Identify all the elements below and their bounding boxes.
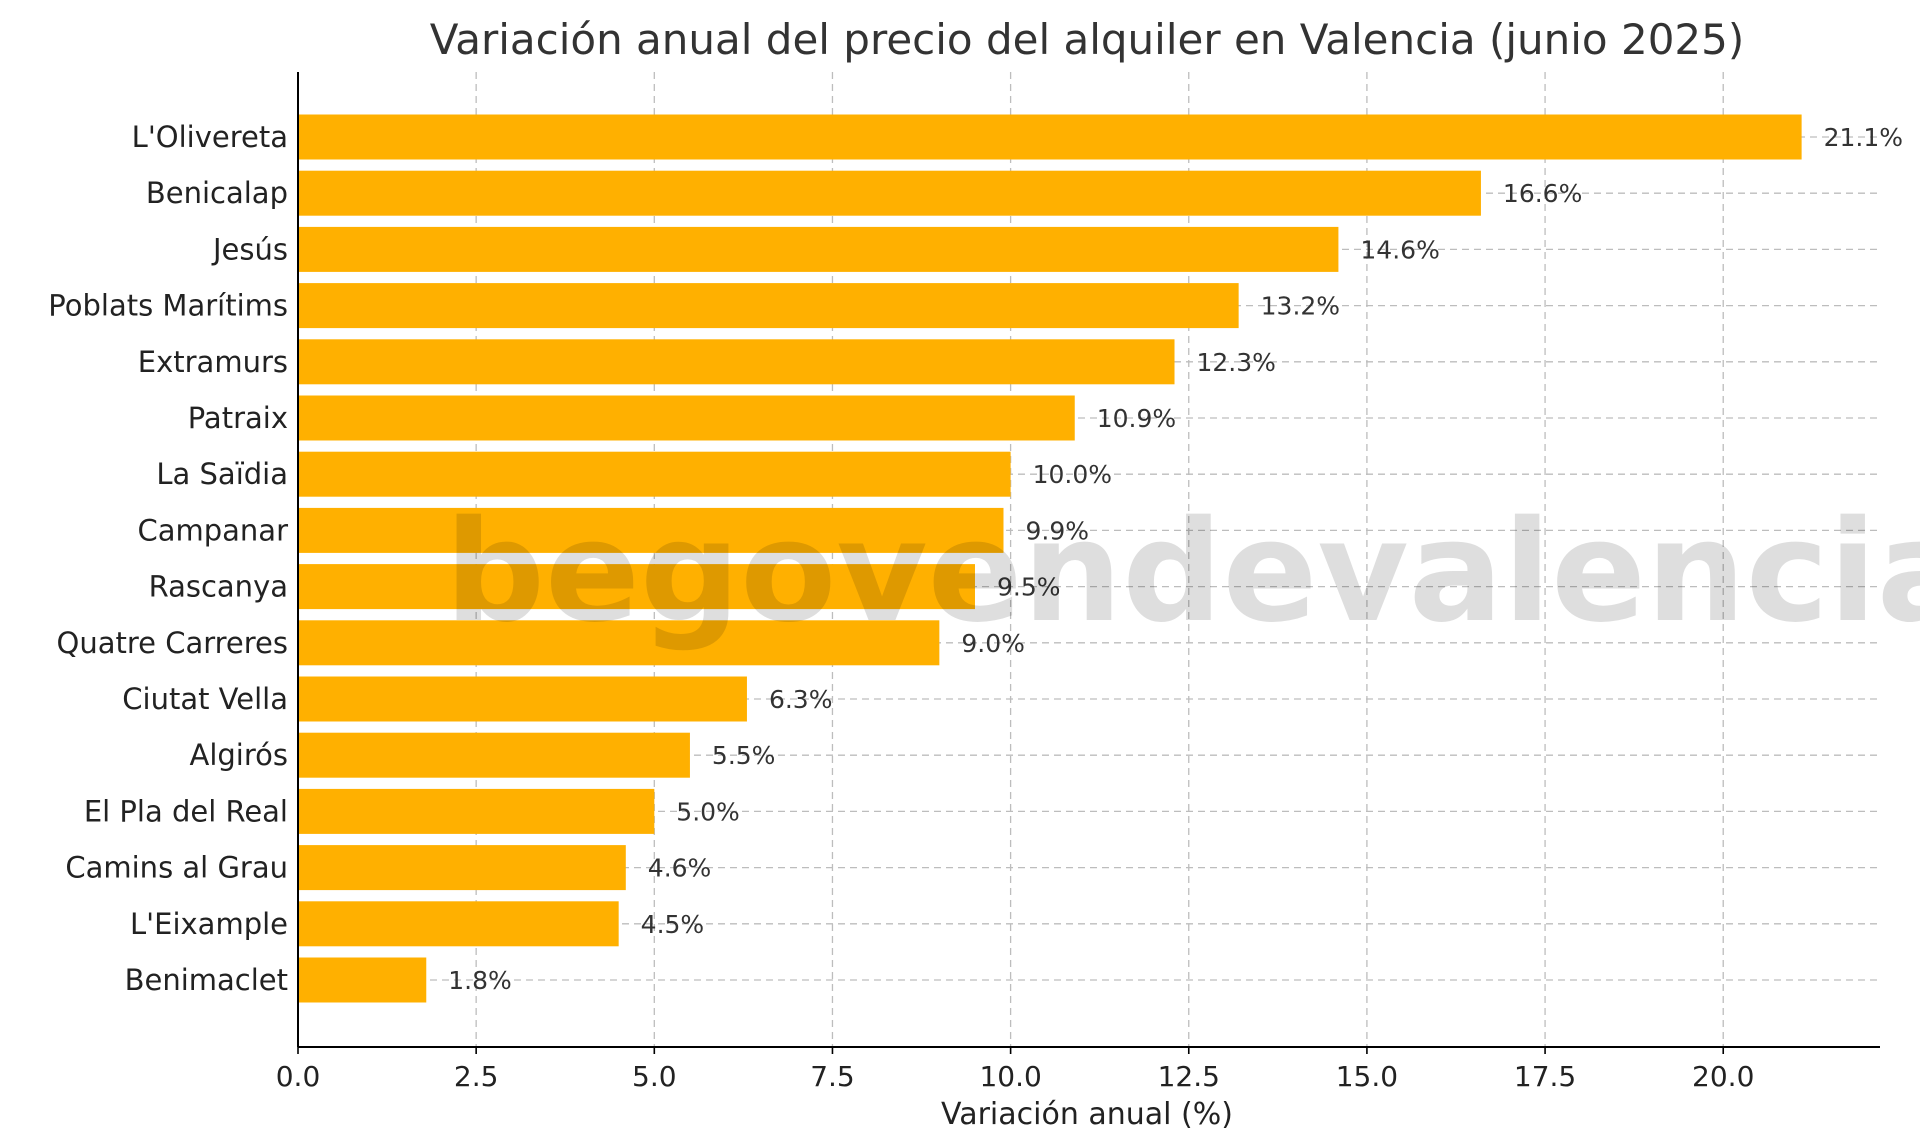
category-label: Ciutat Vella bbox=[122, 682, 288, 716]
category-label: El Pla del Real bbox=[84, 794, 288, 828]
x-tick-label: 5.0 bbox=[632, 1060, 677, 1093]
x-tick-label: 10.0 bbox=[979, 1060, 1041, 1093]
category-label: Campanar bbox=[137, 513, 288, 547]
category-label: Poblats Marítims bbox=[48, 289, 288, 323]
data-label: 12.3% bbox=[1197, 348, 1276, 377]
bar bbox=[298, 732, 690, 778]
data-label: 14.6% bbox=[1360, 235, 1439, 264]
bar bbox=[298, 845, 626, 891]
bar bbox=[298, 339, 1175, 385]
data-label: 13.2% bbox=[1261, 292, 1340, 321]
data-label: 21.1% bbox=[1824, 123, 1903, 152]
bar bbox=[298, 676, 747, 722]
bars bbox=[298, 114, 1802, 1003]
data-label: 1.8% bbox=[448, 966, 512, 995]
bar bbox=[298, 788, 655, 834]
data-label: 6.3% bbox=[769, 685, 833, 714]
x-tick-label: 12.5 bbox=[1158, 1060, 1220, 1093]
category-label: La Saïdia bbox=[156, 457, 288, 491]
data-label: 9.9% bbox=[1025, 516, 1089, 545]
bar bbox=[298, 114, 1802, 160]
category-label: L'Eixample bbox=[130, 907, 288, 941]
category-label: Jesús bbox=[211, 232, 288, 266]
category-label: Extramurs bbox=[138, 345, 288, 379]
data-label: 4.6% bbox=[648, 854, 712, 883]
chart-title: Variación anual del precio del alquiler … bbox=[430, 15, 1745, 64]
x-tick-label: 17.5 bbox=[1514, 1060, 1576, 1093]
x-tick-label: 15.0 bbox=[1336, 1060, 1398, 1093]
category-label: Benicalap bbox=[146, 176, 288, 210]
category-label: Rascanya bbox=[149, 570, 288, 604]
x-ticks: 0.0 2.5 5.0 7.5 10.0 12.5 15.0 17.5 20.0 bbox=[276, 1047, 1754, 1093]
category-label: Patraix bbox=[188, 401, 288, 435]
category-label: Benimaclet bbox=[125, 963, 288, 997]
x-tick-label: 20.0 bbox=[1692, 1060, 1754, 1093]
category-label: Camins al Grau bbox=[65, 851, 288, 885]
bar bbox=[298, 226, 1339, 272]
category-label: Quatre Carreres bbox=[57, 626, 289, 660]
data-label: 10.0% bbox=[1033, 460, 1112, 489]
bar bbox=[298, 395, 1075, 441]
category-labels: L'Olivereta Benicalap Jesús Poblats Marítim… bbox=[48, 120, 288, 997]
category-label: Algirós bbox=[190, 738, 289, 772]
data-label: 5.0% bbox=[676, 797, 740, 826]
bar bbox=[298, 507, 1004, 553]
bar bbox=[298, 620, 940, 666]
bar bbox=[298, 901, 619, 947]
x-tick-label: 7.5 bbox=[810, 1060, 855, 1093]
bar bbox=[298, 957, 427, 1003]
data-label: 9.5% bbox=[997, 573, 1061, 602]
watermark: begovendevalencia bbox=[445, 491, 1920, 654]
x-tick-label: 0.0 bbox=[276, 1060, 321, 1093]
bar bbox=[298, 564, 975, 610]
x-axis-label: Variación anual (%) bbox=[941, 1097, 1233, 1132]
category-label: L'Olivereta bbox=[132, 120, 288, 154]
data-labels: 21.1% 16.6% 14.6% 13.2% 12.3% 10.9% 10.0% 9.9% 9… bbox=[448, 123, 1903, 995]
data-label: 4.5% bbox=[641, 910, 705, 939]
bar bbox=[298, 451, 1011, 497]
data-label: 10.9% bbox=[1097, 404, 1176, 433]
data-label: 9.0% bbox=[961, 629, 1025, 658]
data-label: 16.6% bbox=[1503, 179, 1582, 208]
data-label: 5.5% bbox=[712, 741, 776, 770]
x-tick-label: 2.5 bbox=[454, 1060, 499, 1093]
bar bbox=[298, 170, 1481, 216]
bar bbox=[298, 283, 1239, 329]
